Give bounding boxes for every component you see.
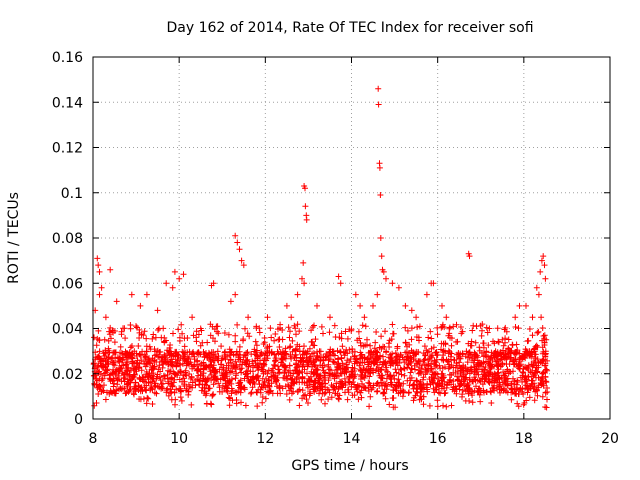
x-tick-label: 8 [89,431,98,447]
roti-markers [90,85,551,411]
x-axis-label: GPS time / hours [291,458,408,474]
chart-title: Day 162 of 2014, Rate Of TEC Index for r… [166,20,533,36]
y-tick-label: 0 [74,412,83,428]
data-points [90,85,551,411]
y-axis-label: ROTI / TECUs [6,192,22,284]
axis-ticks [92,56,611,420]
y-tick-label: 0.1 [61,186,83,202]
x-tick-labels: 8 10 12 14 16 18 20 [89,431,619,447]
x-tick-label: 16 [429,431,447,447]
y-tick-label: 0.08 [52,231,83,247]
y-tick-label: 0.06 [52,276,83,292]
x-tick-label: 10 [170,431,188,447]
y-tick-label: 0.02 [52,367,83,383]
y-tick-labels: 0 0.02 0.04 0.06 0.08 0.1 0.12 0.14 0.16 [52,50,83,428]
x-tick-label: 12 [256,431,274,447]
y-tick-label: 0.12 [52,141,83,157]
x-tick-label: 18 [515,431,533,447]
y-tick-label: 0.14 [52,95,83,111]
grid [93,57,610,419]
x-tick-label: 20 [601,431,619,447]
x-tick-label: 14 [343,431,361,447]
y-tick-label: 0.04 [52,322,83,338]
y-tick-label: 0.16 [52,50,83,66]
